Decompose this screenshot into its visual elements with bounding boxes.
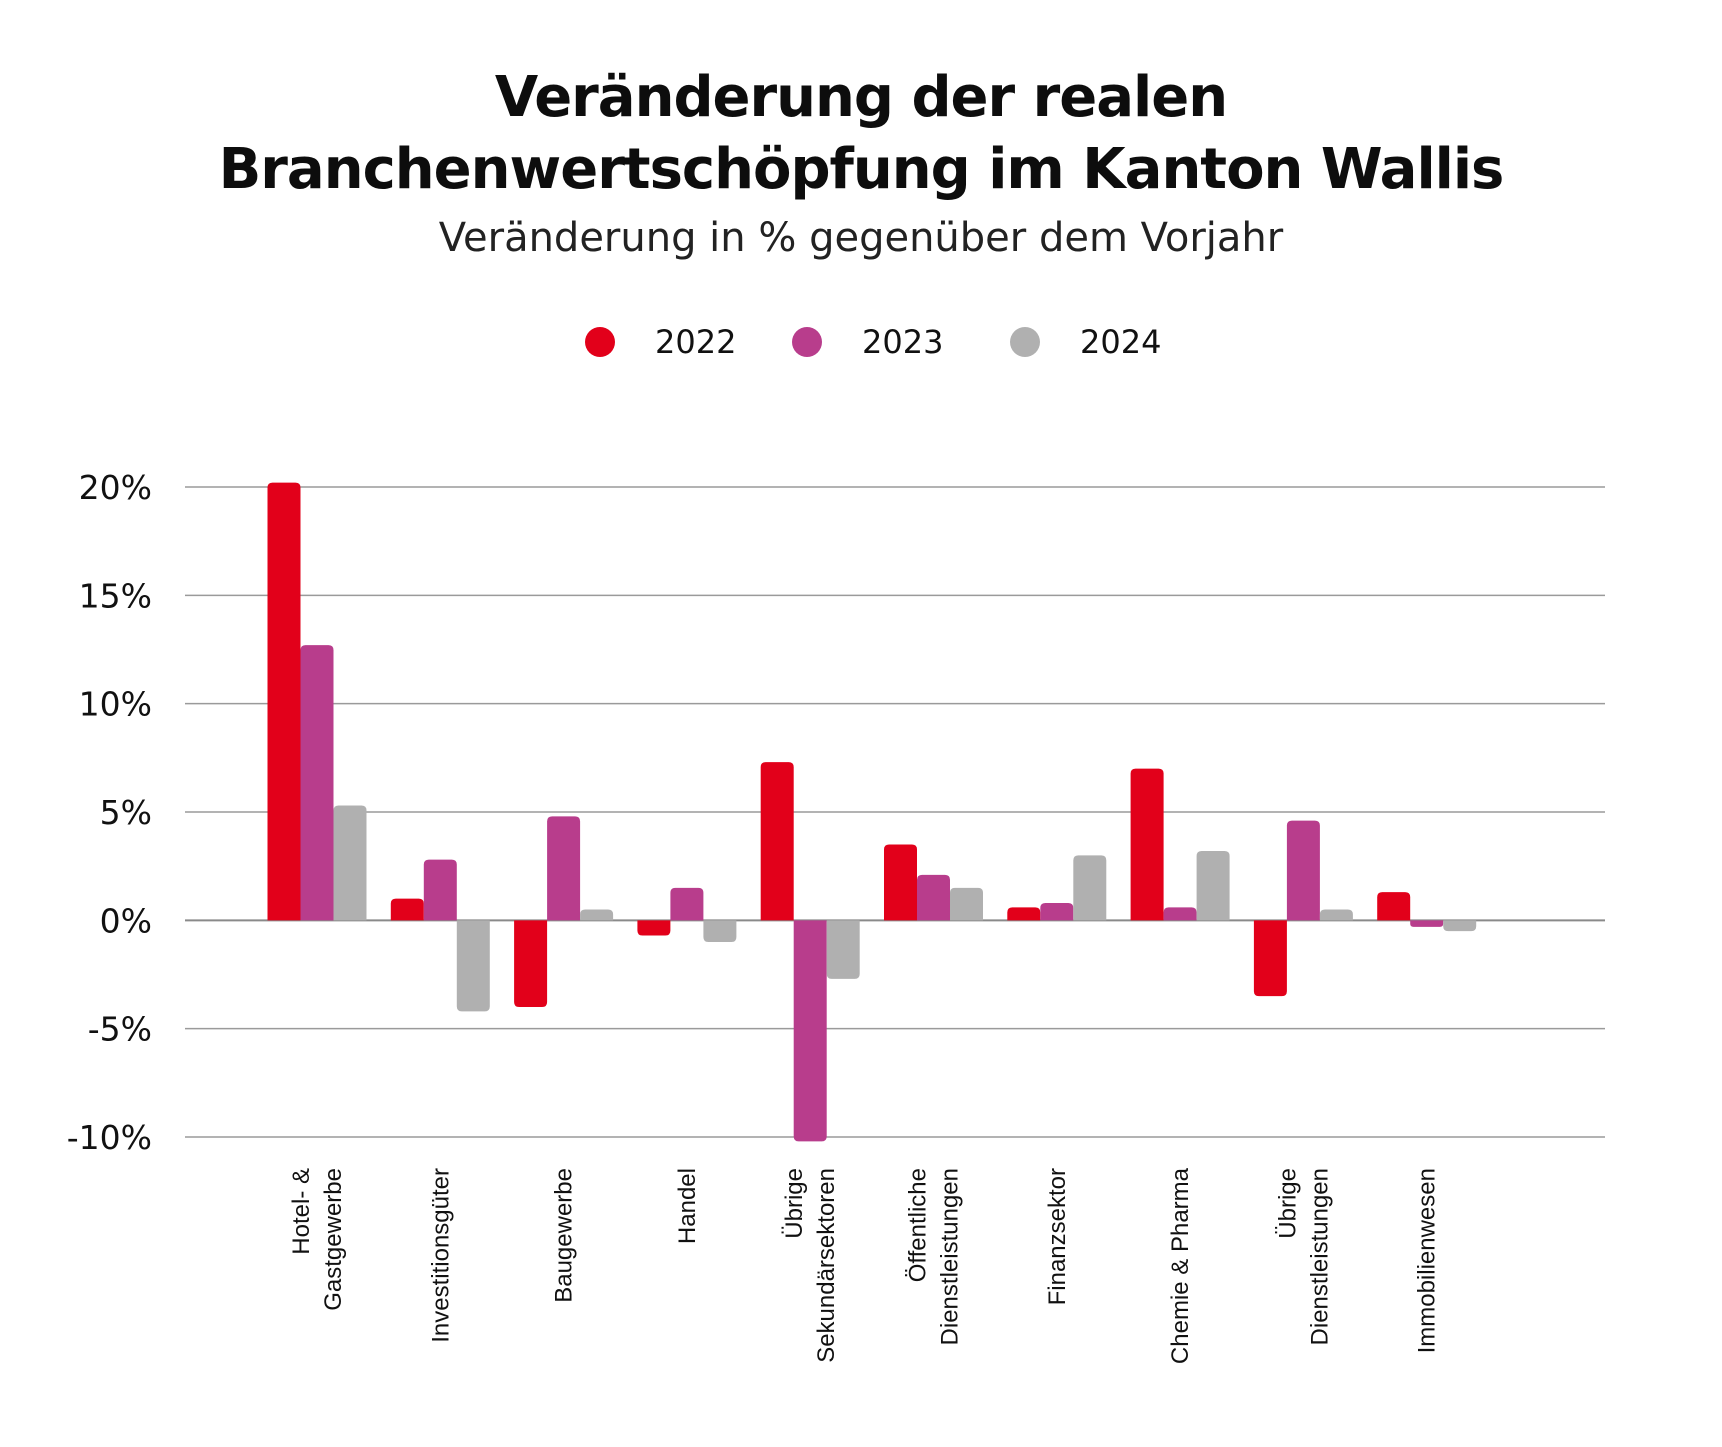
bar-2024	[456, 920, 490, 1012]
bar-2022	[514, 920, 548, 1007]
bar-2023	[917, 874, 950, 921]
chart-legend: 2022 2023 2024	[0, 322, 1722, 362]
x-category-label: Dienstleistungen	[1306, 1168, 1333, 1345]
bar-2023	[1286, 820, 1320, 921]
y-tick-label: -5%	[88, 1010, 152, 1049]
x-category-label: Finanzsektor	[1044, 1168, 1071, 1305]
x-category-label: Immobilienwesen	[1414, 1168, 1441, 1353]
bar-2023	[1163, 907, 1197, 921]
chart-title-line-1: Veränderung der realen	[494, 65, 1228, 130]
y-tick-label: 10%	[79, 685, 152, 724]
x-category-label: Übrige	[1274, 1168, 1301, 1239]
x-category-label: Hotel- &	[288, 1168, 315, 1255]
bar-2022	[884, 844, 917, 921]
y-tick-label: 0%	[100, 901, 152, 940]
bar-2023	[1410, 920, 1444, 927]
legend-label-2023: 2023	[862, 323, 944, 361]
x-category-label: Handel	[674, 1168, 701, 1244]
chart-header: Veränderung der realen Branchenwertschöp…	[0, 62, 1722, 264]
x-category-label: Dienstleistungen	[937, 1168, 964, 1345]
x-category-label: Gastgewerbe	[320, 1168, 347, 1311]
x-category-label: Sekundärsektoren	[813, 1168, 840, 1363]
x-category-label: Baugewerbe	[551, 1168, 578, 1303]
y-axis-tick-labels: 20% 15% 10% 5% 0% -5% -10%	[67, 468, 152, 1157]
y-tick-label: -10%	[67, 1118, 152, 1157]
bar-2022	[760, 762, 794, 921]
bar-2024	[1443, 920, 1477, 932]
gridlines	[185, 486, 1605, 1138]
bar-2022	[267, 482, 301, 921]
legend-marker-2022	[585, 327, 615, 357]
legend-marker-2024	[1010, 327, 1040, 357]
bar-2024	[580, 909, 614, 921]
x-category-label: Öffentliche	[905, 1168, 932, 1282]
bar-2022	[1253, 920, 1287, 997]
x-category-label: Chemie & Pharma	[1167, 1167, 1194, 1364]
chart-subtitle: Veränderung in % gegenüber dem Vorjahr	[438, 215, 1284, 261]
y-tick-label: 15%	[79, 576, 152, 615]
bar-2023	[300, 645, 334, 921]
bars	[267, 482, 1477, 1142]
x-category-label: Übrige	[781, 1168, 808, 1239]
bar-2024	[333, 805, 367, 921]
bar-2024	[1073, 855, 1107, 921]
bar-2022	[390, 898, 424, 921]
chart-title-line-2: Branchenwertschöpfung im Kanton Wallis	[218, 137, 1505, 202]
bar-2023	[1040, 903, 1074, 921]
legend-label-2024: 2024	[1080, 323, 1162, 361]
bar-2024	[1319, 909, 1353, 921]
y-tick-label: 5%	[100, 793, 152, 832]
bar-2022	[1377, 892, 1411, 921]
bar-2022	[637, 920, 671, 936]
bar-2024	[1196, 851, 1230, 921]
legend-label-2022: 2022	[655, 323, 737, 361]
bar-2023	[547, 816, 581, 921]
x-category-label: Investitionsgüter	[427, 1168, 454, 1343]
bar-2024	[950, 887, 983, 921]
bar-2024	[703, 920, 737, 942]
x-axis-category-labels: Hotel- & Gastgewerbe Investitionsgüter Baug…	[288, 1167, 1441, 1364]
y-tick-label: 20%	[79, 468, 152, 507]
bar-2023	[423, 859, 457, 921]
bar-2022	[1130, 768, 1164, 921]
legend-marker-2023	[792, 327, 822, 357]
bar-2023	[670, 887, 704, 921]
bar-2023	[793, 920, 827, 1142]
bar-2024	[826, 920, 860, 979]
bar-2022	[1007, 907, 1041, 921]
